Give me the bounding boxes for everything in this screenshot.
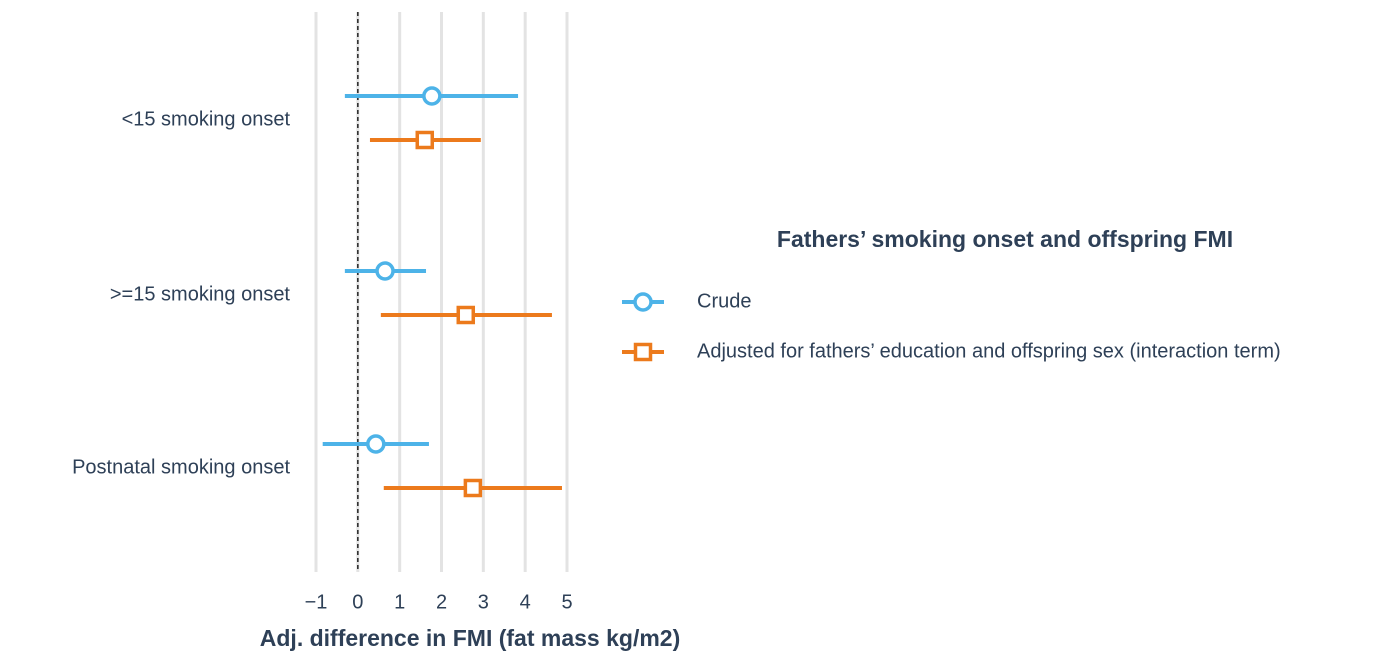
y-tick-label: <15 smoking onset (122, 108, 291, 130)
x-axis-label: Adj. difference in FMI (fat mass kg/m2) (260, 625, 680, 651)
y-tick-label: >=15 smoking onset (110, 283, 291, 305)
x-tick-label: 3 (478, 591, 489, 613)
point-estimate (422, 86, 442, 106)
x-tick-label: 0 (352, 591, 363, 613)
point-estimate (463, 478, 483, 498)
point-estimate (415, 130, 435, 150)
legend-title: Fathers’ smoking onset and offspring FMI (777, 226, 1233, 252)
x-tick-label: 1 (394, 591, 405, 613)
legend-marker (633, 292, 653, 312)
y-tick-label: Postnatal smoking onset (72, 456, 290, 478)
point-estimate (366, 434, 386, 454)
legend-marker (633, 342, 653, 362)
point-estimate (375, 261, 395, 281)
legend-label: Adjusted for fathers’ education and offs… (697, 340, 1281, 362)
point-estimate (456, 305, 476, 325)
x-tick-label: −1 (305, 591, 328, 613)
x-tick-label: 2 (436, 591, 447, 613)
x-tick-label: 4 (520, 591, 531, 613)
x-tick-label: 5 (561, 591, 572, 613)
legend-label: Crude (697, 290, 751, 312)
